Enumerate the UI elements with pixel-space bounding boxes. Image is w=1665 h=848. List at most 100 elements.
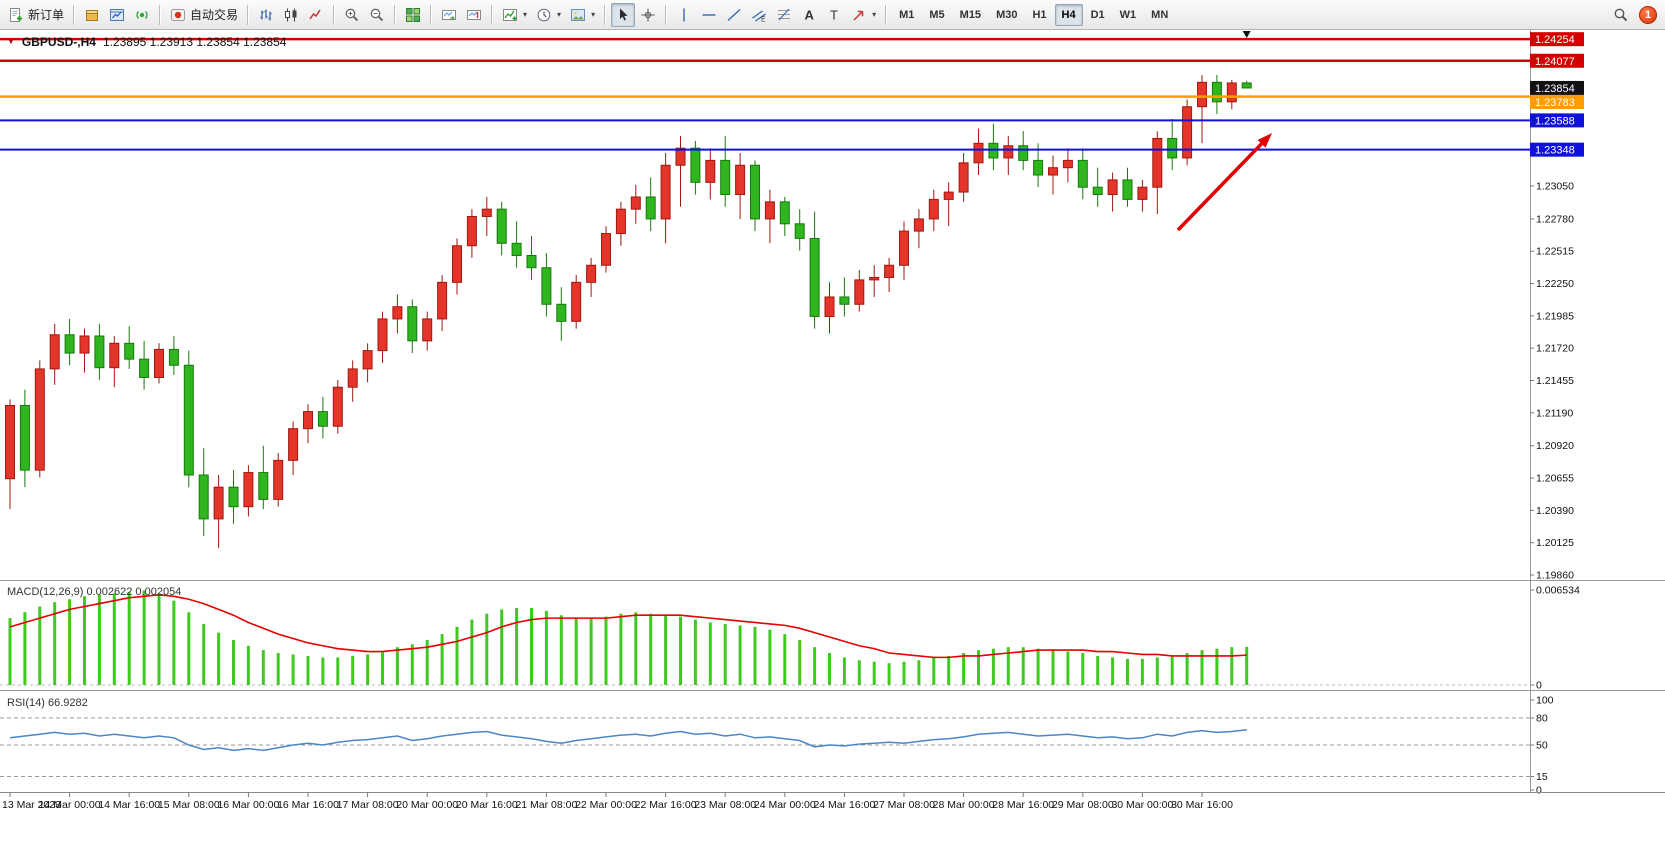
line-chart-button[interactable]: [304, 3, 328, 27]
svg-text:16 Mar 00:00: 16 Mar 00:00: [217, 799, 279, 811]
svg-text:1.23783: 1.23783: [1535, 97, 1575, 109]
zoom-out-button[interactable]: [365, 3, 389, 27]
package-button[interactable]: [80, 3, 104, 27]
autotrading-button[interactable]: 自动交易: [166, 3, 242, 27]
timeframe-button-h4[interactable]: H4: [1054, 3, 1083, 26]
svg-text:A: A: [805, 7, 815, 22]
chart-symbol-label: GBPUSD-,H4: [21, 35, 96, 49]
macd-name: MACD(12,26,9): [7, 586, 84, 598]
timeframe-button-m15[interactable]: M15: [959, 8, 982, 21]
text-button[interactable]: A: [797, 3, 821, 27]
svg-text:20 Mar 00:00: 20 Mar 00:00: [396, 799, 458, 811]
tile-windows-button[interactable]: [401, 3, 425, 27]
tick-down-icon: ▼: [7, 37, 15, 46]
toolbar-separator: [159, 4, 162, 25]
zoom-in-icon: [345, 8, 359, 21]
svg-text:13 Mar 2023: 13 Mar 2023: [2, 799, 61, 811]
arrow-icon: [853, 10, 864, 21]
svg-text:1.23854: 1.23854: [1535, 83, 1575, 95]
rsi-axis-label: 50: [1536, 740, 1548, 752]
indicators-icon: [503, 8, 518, 21]
notification-badge[interactable]: 1: [1639, 5, 1657, 24]
svg-text:16 Mar 16:00: 16 Mar 16:00: [277, 799, 339, 811]
charts-button[interactable]: [105, 3, 129, 27]
rsi-axis-label: 100: [1536, 695, 1554, 707]
toolbar-separator: [247, 4, 250, 25]
auto-scroll-button[interactable]: [437, 3, 461, 27]
toolbar-separator: [73, 4, 76, 25]
svg-text:1.20655: 1.20655: [1536, 473, 1574, 485]
zoom-in-button[interactable]: [340, 3, 364, 27]
signal-button[interactable]: [130, 3, 154, 27]
arrows-button[interactable]: ▾: [847, 3, 880, 27]
new-order-icon: [10, 7, 22, 22]
timeframe-button-h1[interactable]: H1: [1032, 8, 1047, 21]
timeframe-button-m30[interactable]: M30: [996, 8, 1018, 21]
candlestick-icon: [285, 8, 297, 21]
svg-text:1.21455: 1.21455: [1536, 375, 1574, 387]
cursor-button[interactable]: [611, 2, 636, 27]
svg-text:1.22780: 1.22780: [1536, 213, 1574, 225]
toolbar-separator: [665, 4, 668, 25]
templates-button[interactable]: ▾: [566, 3, 599, 27]
svg-text:1.23050: 1.23050: [1536, 180, 1574, 192]
timeframe-button-w1[interactable]: W1: [1119, 8, 1137, 21]
trend-arrow-annotation[interactable]: [1176, 133, 1272, 232]
svg-text:21 Mar 08:00: 21 Mar 08:00: [515, 799, 577, 811]
auto-scroll-icon: [442, 9, 457, 20]
fibonacci-button[interactable]: [772, 3, 796, 27]
zoom-out-icon: [370, 8, 384, 21]
label-button[interactable]: T: [822, 3, 846, 27]
svg-text:1.20125: 1.20125: [1536, 537, 1574, 549]
svg-text:30 Mar 16:00: 30 Mar 16:00: [1171, 799, 1233, 811]
chart-ohlc-values: 1.23895 1.23913 1.23854 1.23854: [102, 35, 287, 49]
timeframe-button-m1[interactable]: M1: [899, 8, 915, 21]
rsi-axis-label: 15: [1536, 771, 1548, 783]
svg-text:1.22515: 1.22515: [1536, 246, 1574, 258]
channel-button[interactable]: E: [747, 3, 771, 27]
svg-text:23 Mar 08:00: 23 Mar 08:00: [694, 799, 756, 811]
text-icon: A: [805, 7, 815, 22]
svg-text:1.23348: 1.23348: [1535, 145, 1575, 157]
indicators-button[interactable]: ▾: [498, 3, 531, 27]
autotrading-button-label: 自动交易: [190, 8, 239, 22]
chart-shift-icon: [467, 9, 482, 20]
new-order-button[interactable]: 新订单: [4, 3, 68, 27]
bar-chart-button[interactable]: [254, 3, 278, 27]
rsi-name: RSI(14): [7, 697, 45, 709]
toolbar-separator: [394, 4, 397, 25]
chevron-down-icon: ▾: [523, 10, 528, 19]
rsi-value: 66.9282: [47, 697, 88, 709]
trendline-button[interactable]: [722, 3, 746, 27]
horizontal-line-button[interactable]: [697, 3, 721, 27]
search-button[interactable]: [1609, 3, 1633, 27]
svg-text:27 Mar 08:00: 27 Mar 08:00: [873, 799, 935, 811]
crosshair-button[interactable]: [636, 3, 660, 27]
main-toolbar: 新订单 自动交易 ▾ ▾ ▾ E A T ▾ M1 M5 M15 M30 H1 H4 D1 W1 MN 1: [0, 0, 1665, 30]
chevron-down-icon: ▾: [557, 10, 562, 19]
rsi-line: [9, 729, 1247, 752]
macd-values: 0.002622 0.002054: [86, 586, 182, 598]
toolbar-separator: [604, 4, 607, 25]
timeframe-button-mn[interactable]: MN: [1151, 8, 1169, 21]
chart-area[interactable]: 0.006534 0 100 80 50 15 0 13 Mar 2023 14 Mar 00:…: [0, 30, 1665, 848]
support-line-upper-price-tag: 1.23588: [1530, 113, 1584, 128]
autotrading-icon: [171, 8, 186, 21]
timeframe-button-m5[interactable]: M5: [929, 8, 945, 21]
chart-shift-button[interactable]: [462, 3, 486, 27]
svg-text:28 Mar 00:00: 28 Mar 00:00: [933, 799, 995, 811]
svg-text:17 Mar 08:00: 17 Mar 08:00: [337, 799, 399, 811]
svg-text:1.20920: 1.20920: [1536, 440, 1574, 452]
macd-indicator-label: MACD(12,26,9) 0.002622 0.002054: [7, 586, 181, 598]
svg-text:1.20390: 1.20390: [1536, 505, 1574, 517]
macd-axis-label: 0.006534: [1536, 585, 1580, 597]
periods-button[interactable]: ▾: [532, 3, 565, 27]
candlestick-button[interactable]: [279, 3, 303, 27]
timeframe-button-d1[interactable]: D1: [1090, 8, 1105, 21]
vertical-line-button[interactable]: [672, 3, 696, 27]
svg-text:1.24254: 1.24254: [1535, 34, 1575, 46]
clock-icon: [537, 8, 551, 21]
cursor-icon: [620, 8, 628, 20]
svg-text:1.19860: 1.19860: [1536, 570, 1574, 582]
